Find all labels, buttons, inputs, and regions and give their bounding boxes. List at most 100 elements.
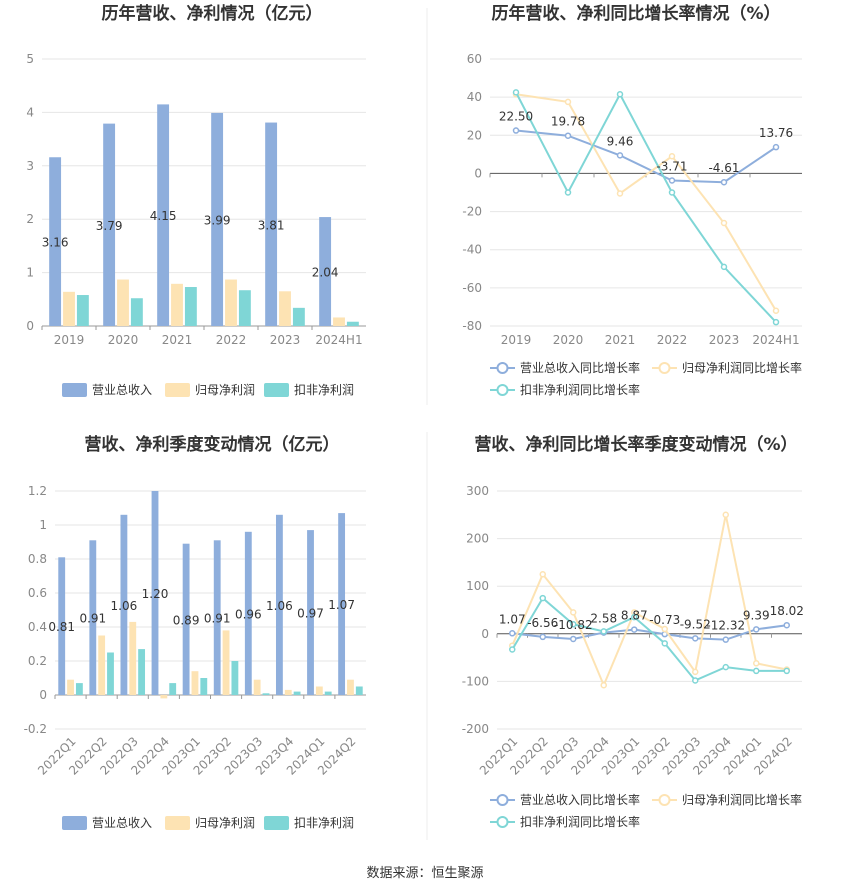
line-point (772, 307, 780, 314)
y-tick-label: 40 (467, 90, 482, 104)
bar-net-profit (117, 279, 129, 326)
y-tick-label: 1 (39, 518, 47, 532)
line-point (509, 646, 516, 653)
bar-data-label: 1.06 (111, 599, 138, 613)
bar-deducted-profit (130, 298, 143, 326)
y-tick-label: -100 (462, 674, 489, 688)
legend-swatch (264, 816, 289, 830)
bar-net-profit (160, 695, 168, 699)
y-tick-label: 0.2 (28, 654, 47, 668)
chart-title: 营收、净利同比增长率季度变动情况（%） (474, 434, 797, 455)
line-point (722, 663, 729, 671)
bar-net-profit (191, 671, 199, 695)
bar-data-label: 0.91 (79, 612, 106, 626)
y-tick-label: 20 (467, 128, 482, 142)
legend-marker (496, 794, 509, 806)
bar-data-label: 3.99 (204, 213, 231, 227)
bar-net-profit (315, 686, 323, 695)
line-point (661, 640, 668, 647)
bar-net-profit (253, 679, 261, 695)
line-deducted-profit-growth (515, 91, 777, 323)
line-point (753, 667, 760, 675)
y-tick-label: 3 (26, 159, 34, 173)
y-tick-label: -0.2 (24, 722, 47, 736)
line-net-profit-growth (511, 514, 787, 688)
line-data-label: -12.32 (706, 619, 745, 633)
legend-swatch (62, 383, 87, 397)
bar-revenue (319, 217, 332, 326)
line-point (600, 681, 607, 689)
line-point (564, 132, 572, 139)
y-tick-label: 5 (26, 52, 34, 66)
legend-swatch (165, 816, 190, 830)
line-point (509, 630, 516, 637)
line-data-label: -9.52 (680, 617, 711, 631)
chart-title: 历年营收、净利情况（亿元） (102, 3, 323, 24)
line-point (539, 594, 546, 602)
bar-revenue (211, 112, 224, 327)
bar-data-label: 0.96 (235, 607, 262, 621)
chart-title: 历年营收、净利同比增长率情况（%） (491, 3, 780, 24)
line-data-label: -6.56 (527, 616, 558, 630)
line-point (631, 626, 638, 633)
bar-deducted-profit (231, 661, 239, 695)
bar-deducted-profit (138, 649, 146, 695)
line-point (570, 635, 577, 643)
line-point (722, 636, 729, 643)
line-point (616, 190, 624, 197)
line-net-profit-growth (515, 93, 777, 312)
y-tick-label: 300 (466, 484, 489, 498)
bar-data-label: 3.79 (96, 219, 123, 233)
line-point (692, 668, 699, 676)
y-tick-label: -200 (462, 722, 489, 736)
line-data-label: 13.76 (759, 126, 793, 140)
x-tick-label: 2023 (709, 333, 740, 347)
line-point (539, 633, 546, 641)
legend-label: 营业总收入 (92, 383, 152, 397)
line-point (753, 660, 760, 667)
line-point (661, 625, 668, 633)
bar-data-label: 1.06 (266, 599, 293, 613)
legend-marker (496, 384, 509, 396)
line-revenue-growth (515, 129, 777, 184)
line-point (772, 318, 780, 326)
annual-bar-chart: 历年营收、净利情况（亿元） 0 1 2 3 4 5 2019 2020 2021 2022 2023 2… (26, 3, 366, 397)
bar-revenue (157, 104, 170, 326)
bar-net-profit (347, 679, 354, 695)
quarterly-line-chart: 营收、净利同比增长率季度变动情况（%）-200-1000100200300202… (462, 434, 804, 829)
legend-label: 扣非净利润 (294, 383, 354, 397)
y-tick-label: 1 (26, 266, 34, 280)
y-tick-label: -40 (462, 243, 482, 257)
line-point (631, 613, 638, 621)
chart-title: 营收、净利季度变动情况（亿元） (85, 434, 340, 455)
legend-marker (496, 816, 509, 828)
bar-deducted-profit (238, 290, 251, 326)
y-tick-label: 200 (466, 532, 489, 546)
legend-label: 扣非净利润同比增长率 (520, 382, 640, 397)
x-tick-label: 2019 (54, 333, 85, 347)
y-tick-label: 0.4 (28, 620, 47, 634)
bar-net-profit (98, 635, 106, 695)
bar-deducted-profit (76, 295, 89, 326)
bar-deducted-profit (355, 686, 363, 695)
y-tick-label: 0 (474, 166, 482, 180)
line-point (564, 98, 572, 106)
bar-net-profit (279, 291, 291, 326)
bar-deducted-profit (346, 321, 359, 326)
bar-deducted-profit (293, 691, 301, 695)
y-tick-label: 0 (26, 319, 34, 333)
legend-swatch (264, 383, 289, 397)
x-tick-label: 2024H1 (315, 333, 362, 347)
quarterly-bar-chart: 营收、净利季度变动情况（亿元）-0.200.20.40.60.811.22022… (24, 434, 366, 830)
y-tick-label: 1.2 (28, 484, 47, 498)
line-data-label: 22.50 (499, 110, 533, 124)
bar-revenue (244, 531, 252, 695)
bar-net-profit (333, 317, 345, 326)
legend-label: 归母净利润同比增长率 (682, 792, 802, 807)
bar-revenue (182, 543, 190, 695)
bar-net-profit (225, 279, 237, 326)
legend-label: 归母净利润 (195, 816, 255, 830)
bar-revenue (265, 122, 278, 327)
y-tick-label: 60 (467, 52, 482, 66)
y-tick-label: 0.8 (28, 552, 47, 566)
